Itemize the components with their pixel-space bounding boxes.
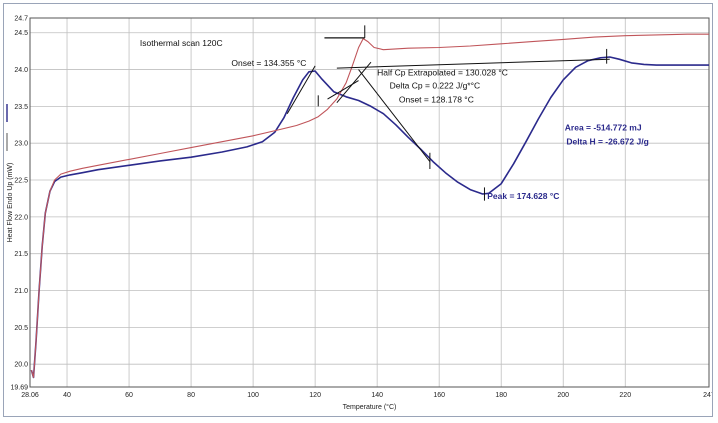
onset-tangent — [286, 65, 316, 115]
x-axis-label: Temperature (°C) — [343, 403, 397, 411]
y-tick-label: 22.5 — [14, 178, 28, 185]
y-tick-label: 23.5 — [14, 104, 28, 111]
annotation-isothermal: Isothermal scan 120C — [140, 38, 223, 48]
annotation-area: Area = -514.772 mJ — [565, 123, 642, 133]
x-tick-label: 40 — [63, 392, 71, 399]
x-tick-label: 160 — [433, 392, 445, 399]
y-tick-label: 20.5 — [14, 325, 28, 332]
y-tick-label: 21.0 — [14, 288, 28, 295]
x-tick-label: 200 — [557, 392, 569, 399]
y-tick-label: 24.0 — [14, 67, 28, 74]
x-tick-label: 100 — [247, 392, 259, 399]
x-tick-label: 28.06 — [21, 392, 39, 399]
upper-baseline — [336, 58, 610, 69]
chart-frame: 28.06 40 60 80 100 120 140 160 180 200 220 247 19.69… — [3, 3, 713, 417]
x-tick-label: 247 — [703, 392, 712, 399]
annotation-delta-h: Delta H = -26.672 J/g — [566, 137, 648, 147]
onset2-tangent — [358, 69, 431, 162]
y-tick-label: 23.0 — [14, 141, 28, 148]
plot-area — [30, 18, 709, 387]
series-line-blue — [30, 56, 709, 379]
x-tick-label: 120 — [309, 392, 321, 399]
annotation-half-cp: Half Cp Extrapolated = 130.028 °C — [377, 67, 508, 77]
x-tick-label: 60 — [125, 392, 133, 399]
annotation-delta-cp: Delta Cp = 0.222 J/g*°C — [390, 81, 481, 91]
y-tick-label: 20.0 — [14, 362, 28, 369]
y-tick-label: 21.5 — [14, 251, 28, 258]
y-tick-label: 19.69 — [10, 385, 28, 392]
annotation-onset: Onset = 134.355 °C — [231, 58, 306, 68]
series-line-red — [30, 33, 709, 378]
annotation-onset2: Onset = 128.178 °C — [399, 95, 474, 105]
dsc-chart: 28.06 40 60 80 100 120 140 160 180 200 220 247 19.69… — [6, 16, 712, 411]
x-tick-label: 80 — [187, 392, 195, 399]
y-tick-label: 22.0 — [14, 214, 28, 221]
y-tick-label: 24.7 — [14, 16, 28, 23]
step-tangent — [336, 61, 372, 104]
plot-border — [29, 17, 710, 388]
y-tick-label: 24.5 — [14, 30, 28, 37]
x-tick-label: 140 — [371, 392, 383, 399]
x-tick-label: 220 — [619, 392, 631, 399]
annotation-peak: Peak = 174.628 °C — [487, 191, 559, 201]
y-axis-label: Heat Flow Endo Up (mW) — [7, 163, 14, 243]
x-tick-label: 180 — [495, 392, 507, 399]
